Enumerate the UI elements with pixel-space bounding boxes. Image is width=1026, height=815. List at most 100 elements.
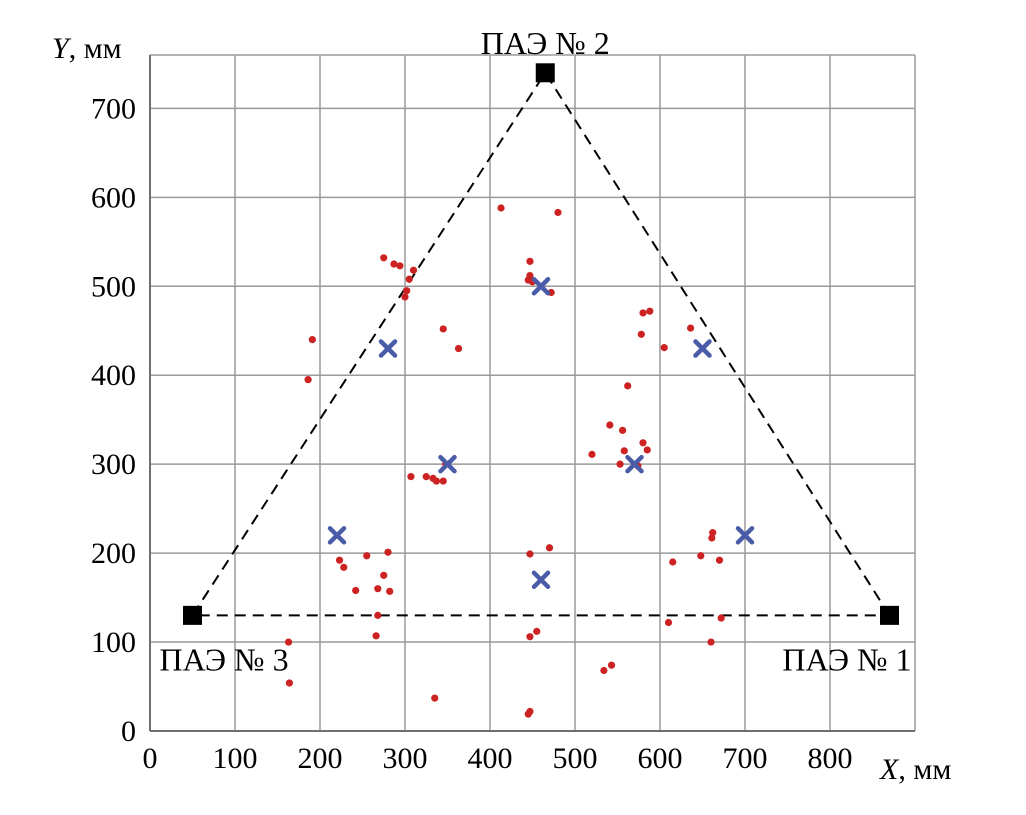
sensor-label: ПАЭ № 2 (481, 25, 610, 61)
x-axis-unit: , мм (898, 753, 951, 786)
event-point (526, 550, 534, 558)
event-point (335, 556, 344, 564)
event-point (285, 679, 293, 687)
event-point (533, 627, 541, 635)
x-tick-label: 600 (638, 742, 683, 775)
sensor-marker (183, 605, 202, 625)
x-tick-label: 300 (383, 742, 428, 775)
event-point (407, 473, 415, 481)
event-point (454, 344, 463, 353)
sensor-marker (535, 63, 555, 83)
y-tick-label: 700 (91, 92, 136, 125)
event-point (715, 556, 724, 564)
event-point (401, 293, 409, 301)
event-point (396, 262, 404, 270)
y-tick-label: 100 (91, 626, 136, 659)
event-point (708, 534, 716, 542)
cross-marker (625, 454, 644, 474)
event-point (637, 330, 645, 338)
x-axis-label: X, мм (879, 753, 951, 786)
event-point (374, 611, 382, 619)
event-point (639, 309, 647, 317)
event-point (524, 710, 532, 718)
calculated-crosses (327, 277, 755, 590)
event-point (619, 426, 627, 434)
event-point (620, 447, 628, 455)
event-point (405, 275, 413, 283)
sensors: ПАЭ № 1 ПАЭ № 2 ПАЭ № 3 (160, 25, 912, 678)
cross-marker (735, 526, 755, 545)
event-point (390, 260, 398, 268)
event-point (340, 563, 348, 571)
event-point (664, 618, 673, 627)
sensor-label: ПАЭ № 3 (160, 641, 289, 677)
cross-stroke (438, 454, 457, 474)
cross-marker (438, 454, 457, 474)
cross-stroke (327, 526, 347, 545)
x-tick-label: 0 (143, 742, 158, 775)
grid (150, 54, 916, 731)
event-point (304, 376, 312, 384)
event-point (372, 632, 380, 640)
event-points (284, 204, 725, 718)
event-point (380, 571, 388, 579)
event-point (409, 266, 418, 274)
event-point (554, 208, 562, 217)
event-point (646, 307, 654, 315)
sensor-triangle (190, 70, 892, 617)
event-point (606, 421, 614, 429)
event-point (707, 638, 715, 646)
axes (149, 55, 915, 732)
cross-marker (531, 277, 551, 296)
cross-marker (693, 339, 712, 358)
event-point (432, 477, 441, 485)
event-point (717, 614, 725, 622)
cross-stroke (531, 277, 551, 296)
event-point (308, 336, 316, 344)
event-point (687, 324, 695, 332)
event-point (352, 586, 360, 595)
event-point (431, 694, 439, 702)
y-tick-label: 0 (121, 715, 136, 748)
y-tick-label: 300 (91, 448, 136, 481)
cross-stroke (735, 526, 755, 545)
event-point (374, 585, 382, 593)
event-point (624, 382, 632, 390)
sensor-marker (880, 605, 899, 625)
event-point (403, 287, 411, 295)
cross-stroke (378, 339, 398, 358)
x-axis-var: X (879, 753, 900, 786)
y-tick-label: 200 (91, 537, 136, 570)
event-point (616, 460, 624, 468)
event-point (284, 638, 293, 646)
triangle-outline (190, 70, 892, 617)
y-tick-label: 400 (91, 359, 136, 392)
x-tick-label: 400 (468, 742, 513, 775)
event-point (526, 633, 534, 641)
event-point (588, 450, 596, 458)
event-point (384, 548, 392, 556)
event-point (526, 257, 534, 265)
event-point (660, 344, 668, 352)
cross-marker (378, 339, 398, 358)
event-point (380, 254, 388, 262)
tick-labels: 0 100 200 300 400 500 600 700 800 0 100 200 300 400 50… (91, 92, 853, 775)
event-point (643, 446, 651, 454)
cross-marker (327, 526, 347, 545)
y-tick-label: 500 (91, 270, 136, 303)
event-point (639, 439, 647, 447)
y-axis-label: Y, мм (52, 32, 122, 65)
event-point (363, 552, 371, 560)
sensor-label: ПАЭ № 1 (782, 641, 911, 677)
cross-marker (531, 570, 551, 590)
event-point (439, 325, 447, 333)
y-tick-label: 600 (91, 181, 136, 214)
y-axis-unit: , мм (69, 32, 122, 65)
cross-stroke (531, 570, 551, 590)
event-point (422, 473, 430, 481)
event-point (669, 558, 677, 566)
event-point (545, 544, 554, 552)
event-point (607, 661, 616, 669)
x-tick-label: 700 (723, 742, 768, 775)
